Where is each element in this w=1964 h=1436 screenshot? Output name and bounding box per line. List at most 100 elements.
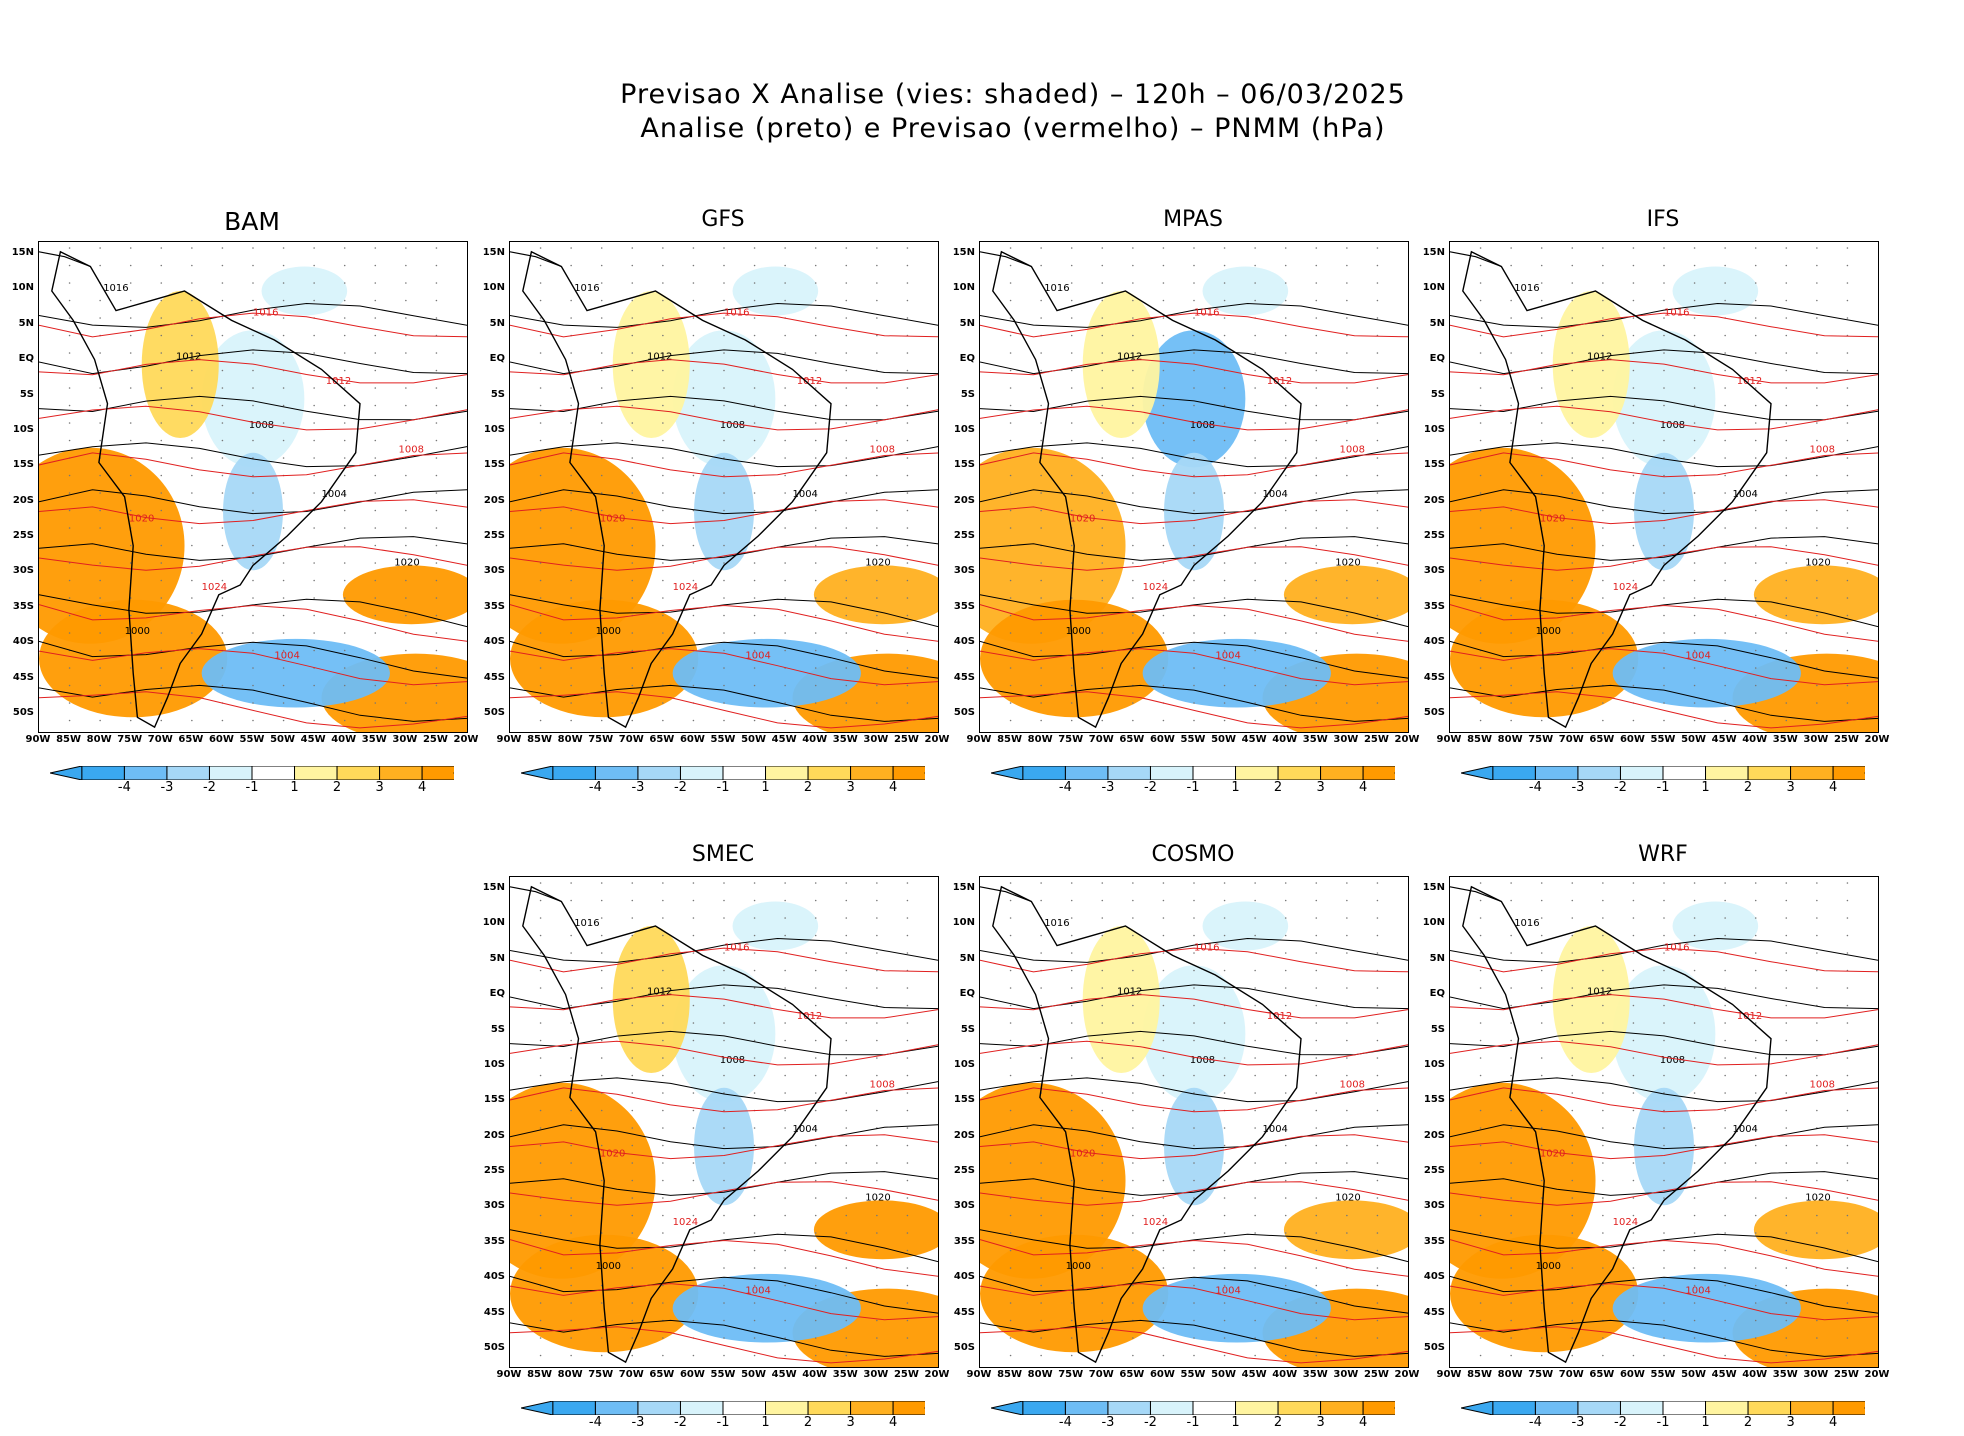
- lon-tick-label: 70W: [618, 734, 644, 745]
- analysis-isobar: [1450, 937, 1878, 963]
- colorbar-label: 1: [1701, 780, 1710, 795]
- lat-tick-label: 10N: [1422, 917, 1445, 929]
- lon-tick-label: 20W: [453, 734, 479, 745]
- lon-tick-label: 75W: [1528, 1369, 1554, 1380]
- colorbar-swatch: [1192, 765, 1237, 781]
- analysis-contour-label: 1000: [596, 626, 621, 637]
- lat-tick-label: 5S: [1430, 388, 1445, 400]
- lon-tick-label: 70W: [618, 1369, 644, 1380]
- lat-tick-label: 35S: [483, 600, 505, 612]
- analysis-contour-label: 1008: [720, 420, 745, 431]
- lat-tick-label: 10N: [952, 282, 975, 294]
- colorbar-swatch: [1022, 1400, 1066, 1416]
- forecast-contour-label: 1020: [129, 513, 154, 524]
- lon-tick-label: 20W: [1864, 1369, 1890, 1380]
- colorbar-label: 3: [375, 780, 384, 795]
- colorbar-swatch: [1577, 1400, 1621, 1416]
- colorbar-swatch: [1832, 765, 1877, 781]
- colorbar-swatch: [850, 765, 894, 781]
- lon-tick-label: 30W: [863, 1369, 889, 1380]
- central-america-coastline: [1450, 251, 1502, 268]
- lon-tick-label: 90W: [1436, 734, 1462, 745]
- colorbar-label: 3: [1786, 1415, 1795, 1430]
- forecast-isobar: [1450, 947, 1878, 973]
- colorbar-swatch: [208, 765, 253, 781]
- lon-tick-label: 90W: [966, 734, 992, 745]
- forecast-contour-label: 1004: [1685, 1286, 1710, 1297]
- analysis-isobar: [980, 1077, 1408, 1103]
- lon-tick-label: 55W: [710, 734, 736, 745]
- lon-tick-label: 20W: [1864, 734, 1890, 745]
- south-america-coastline: [522, 885, 832, 1364]
- lon-tick-label: 55W: [710, 1369, 736, 1380]
- colorbar-label: -2: [1613, 780, 1627, 795]
- lon-tick-label: 60W: [679, 734, 705, 745]
- lon-tick-label: 30W: [863, 734, 889, 745]
- map-plot: 1016 1012 1008 1004 1020 1000 1016 1012 1008 1020…: [1449, 876, 1879, 1368]
- lon-tick-label: 85W: [997, 734, 1023, 745]
- forecast-isobar: [510, 648, 938, 686]
- analysis-isobar: [980, 1124, 1408, 1150]
- colorbar-label: 3: [1786, 780, 1795, 795]
- forecast-isobar: [980, 1134, 1408, 1160]
- lat-tick-label: 15S: [483, 459, 505, 471]
- colorbar-label: -3: [1571, 780, 1585, 795]
- colorbar: [49, 765, 466, 781]
- analysis-isobar: [1450, 395, 1878, 421]
- lon-tick-label: 65W: [178, 734, 204, 745]
- analysis-isobar: [510, 1077, 938, 1103]
- bias-shading: [732, 901, 819, 951]
- bias-shading: [1202, 901, 1289, 951]
- colorbar-label: 4: [1828, 780, 1838, 795]
- analysis-contour-label: 1000: [1066, 626, 1091, 637]
- panel-title: IFS: [1646, 207, 1680, 232]
- bias-shading: [1634, 1087, 1694, 1206]
- panel-title: GFS: [701, 207, 745, 232]
- lat-tick-label: 30S: [953, 565, 975, 577]
- forecast-contour-label: 1004: [745, 1286, 770, 1297]
- central-america-coastline: [980, 251, 1032, 268]
- lat-tick-label: 50S: [12, 707, 34, 718]
- map-svg: 1016 1012 1008 1004 1020 1000 1016 1012 1008 1020…: [510, 247, 938, 732]
- lat-tick-label: 15S: [953, 1094, 975, 1106]
- lat-tick-label: 40S: [483, 636, 505, 648]
- forecast-contour-label: 1024: [202, 582, 227, 593]
- colorbar-swatch: [722, 765, 767, 781]
- colorbar-label: 1: [290, 780, 299, 795]
- forecast-isobar: [1450, 604, 1878, 642]
- analysis-contour-label: 1000: [1536, 626, 1561, 637]
- colorbar-swatch: [765, 1400, 809, 1416]
- lat-tick-label: EQ: [1429, 988, 1445, 1000]
- forecast-isobar: [980, 405, 1408, 431]
- colorbar-label: 3: [1316, 780, 1325, 795]
- colorbar-container: [49, 765, 466, 784]
- forecast-isobar: [39, 359, 467, 384]
- analysis-isobar: [39, 489, 467, 515]
- lat-tick-label: 35S: [953, 600, 975, 612]
- forecast-isobar: [1450, 1239, 1878, 1277]
- lon-tick-label: 75W: [588, 734, 614, 745]
- forecast-isobar: [510, 994, 938, 1019]
- south-america-coastline: [992, 885, 1302, 1364]
- lat-tick-label: 45S: [953, 671, 975, 683]
- lon-tick-label: 40W: [802, 734, 828, 745]
- lon-tick-label: 20W: [1394, 1369, 1420, 1380]
- colorbar-label: 2: [332, 780, 342, 795]
- analysis-contour-label: 1008: [249, 420, 274, 431]
- forecast-isobar: [510, 405, 938, 431]
- analysis-contour-label: 1012: [1117, 352, 1142, 363]
- colorbar-swatch: [1362, 765, 1407, 781]
- colorbar-label: 4: [1358, 780, 1368, 795]
- lon-tick-label: 85W: [997, 1369, 1023, 1380]
- bias-shading: [980, 599, 1169, 718]
- forecast-contour-label: 1016: [724, 308, 749, 319]
- colorbar-swatch: [1662, 1400, 1707, 1416]
- lat-tick-label: 45S: [483, 671, 505, 683]
- forecast-contour-label: 1012: [797, 376, 822, 387]
- lon-tick-label: 45W: [300, 734, 326, 745]
- bias-shading: [1202, 266, 1289, 316]
- analysis-isobar: [510, 1275, 938, 1314]
- forecast-isobar: [980, 359, 1408, 384]
- lat-tick-label: 40S: [953, 636, 975, 648]
- colorbar-swatch: [1235, 765, 1279, 781]
